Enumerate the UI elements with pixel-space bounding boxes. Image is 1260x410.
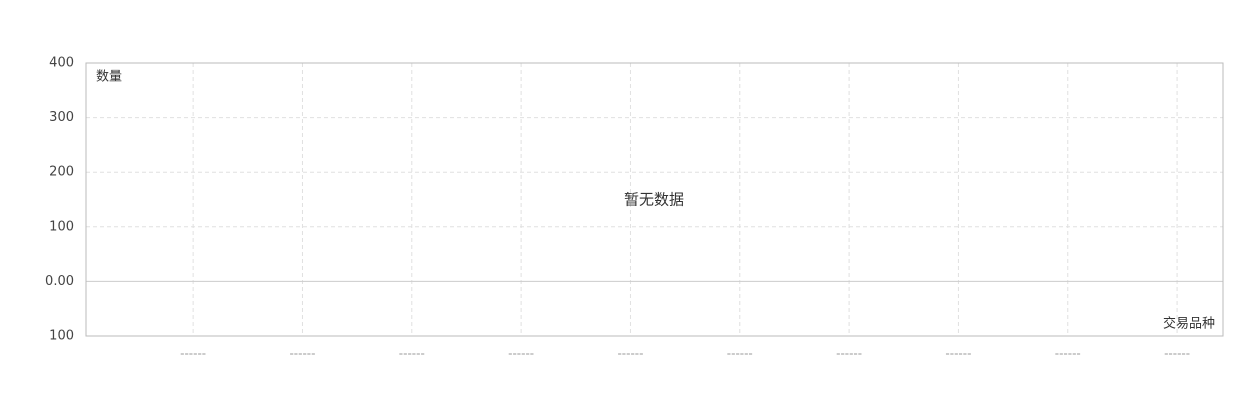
x-tick-label: ------ <box>1164 347 1190 361</box>
x-axis-label: 交易品种 <box>1163 316 1215 332</box>
y-axis-label: 数量 <box>96 70 122 85</box>
x-tick-label: ------ <box>727 347 753 361</box>
y-tick-label: 400 <box>49 56 74 71</box>
y-tick-label: 300 <box>49 110 74 125</box>
x-tick-label: ------ <box>945 347 971 361</box>
x-tick-label: ------ <box>399 347 425 361</box>
x-tick-label: ------ <box>508 347 534 361</box>
x-tick-label: ------ <box>836 347 862 361</box>
y-tick-label: 100 <box>49 219 74 234</box>
y-tick-label: 100 <box>49 329 74 344</box>
y-tick-label: 0.00 <box>45 274 74 289</box>
x-tick-label: ------ <box>1055 347 1081 361</box>
y-tick-label: 200 <box>49 165 74 180</box>
x-tick-label: ------ <box>180 347 206 361</box>
empty-message: 暂无数据 <box>624 191 684 209</box>
x-tick-label: ------ <box>289 347 315 361</box>
x-tick-label: ------ <box>617 347 643 361</box>
plot-border <box>85 62 1224 337</box>
